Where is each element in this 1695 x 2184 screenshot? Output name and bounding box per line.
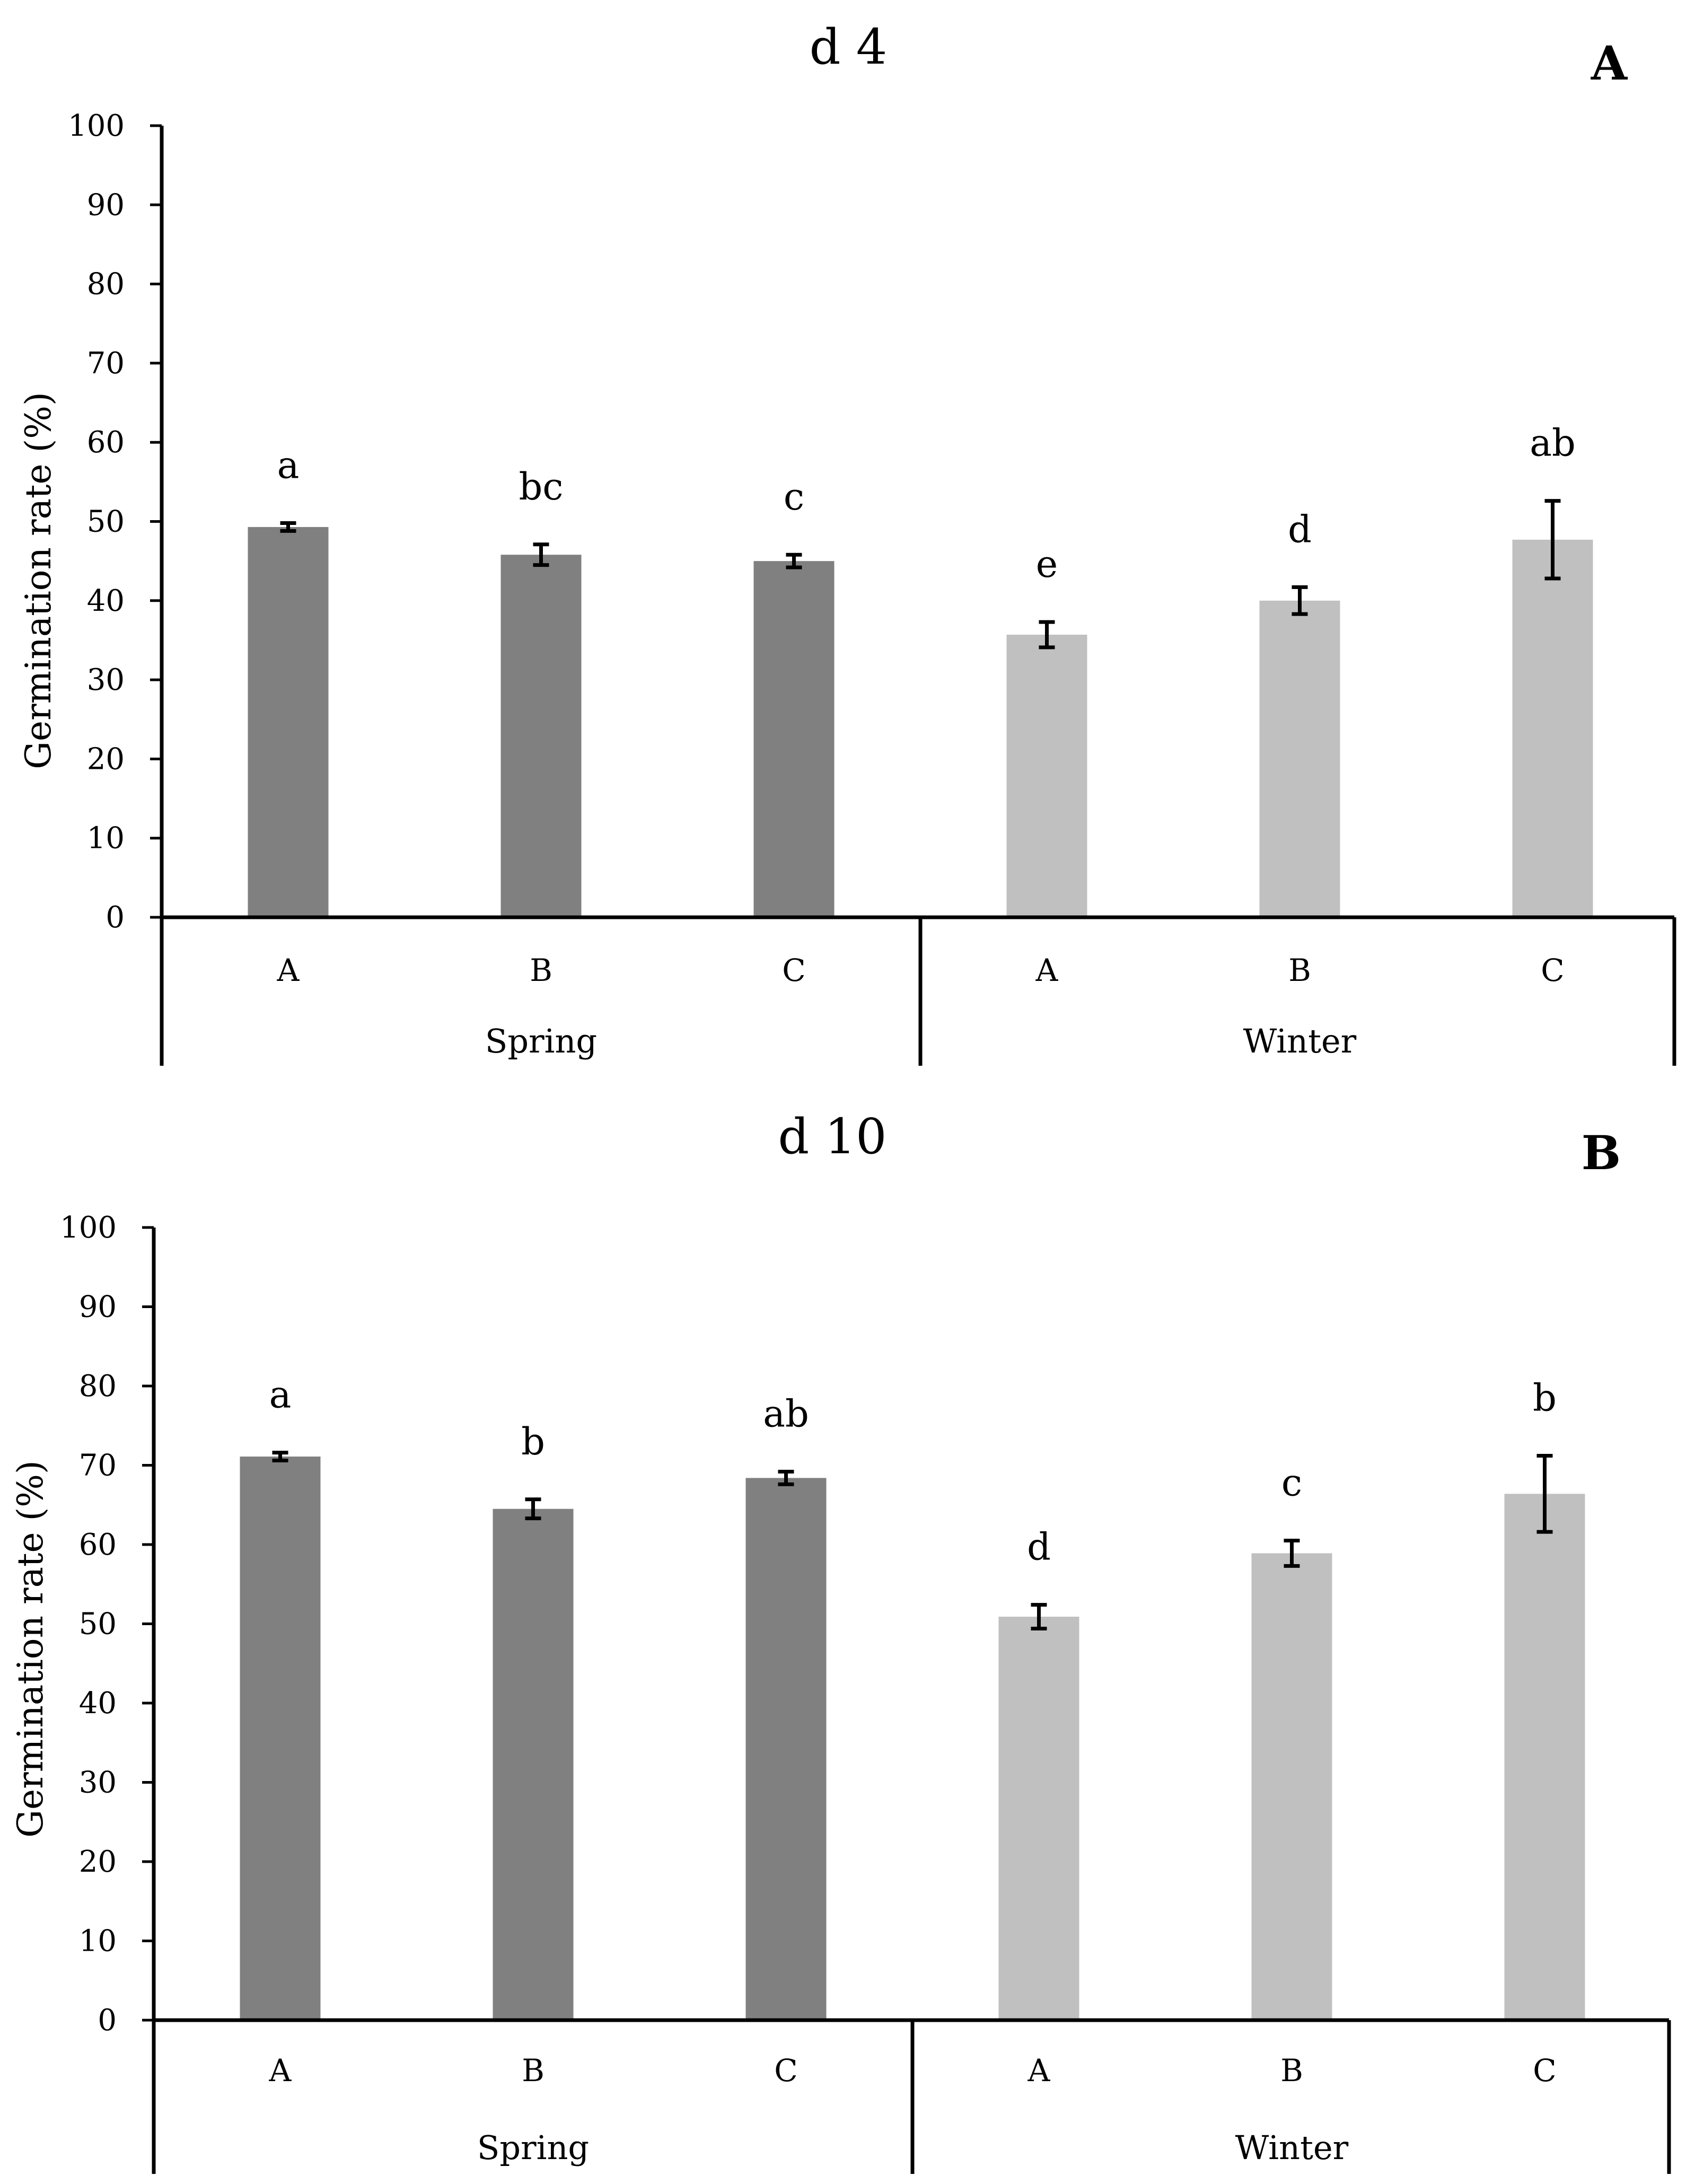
y-tick-label: 90 (87, 188, 125, 222)
y-tick-label: 20 (79, 1845, 117, 1879)
group-label: Spring (485, 1022, 597, 1060)
x-tick-label: A (1027, 2053, 1051, 2089)
y-tick-label: 0 (98, 2003, 117, 2038)
chart-svg-a: d 4 A Germination rate (%) 0 10 20 30 40 50 60… (18, 19, 1676, 1066)
panel-label: B (1582, 1125, 1621, 1180)
bar (248, 527, 329, 917)
bar (1512, 539, 1593, 917)
y-tick-label: 60 (87, 425, 125, 460)
significance-label: d (1288, 507, 1312, 551)
significance-label: b (1533, 1376, 1557, 1420)
plot-area: 0 10 20 30 40 50 60 70 80 90 100 a Ab Bab Cd Ac Bb C Sprin… (60, 1211, 1671, 2174)
y-axis-title: Germination rate (%) (18, 392, 59, 769)
bar (500, 555, 582, 917)
significance-label: ab (763, 1392, 809, 1435)
x-tick-label: B (530, 952, 552, 988)
y-tick-label: 10 (79, 1924, 117, 1959)
y-tick-label: 60 (79, 1528, 117, 1562)
significance-label: c (784, 475, 804, 519)
plot-area: 0 10 20 30 40 50 60 70 80 90 100 a Abc Bc Ce Ad Bab C Spri… (68, 109, 1676, 1066)
bar (493, 1508, 574, 2020)
chart-title: d 10 (778, 1108, 886, 1165)
bar (240, 1457, 321, 2020)
chart-title: d 4 (810, 19, 888, 75)
y-tick-label: 100 (68, 109, 125, 143)
y-tick-label: 40 (87, 584, 125, 618)
bar (1251, 1553, 1332, 2020)
y-tick-label: 90 (79, 1290, 117, 1325)
chart-svg-b: d 10 B Germination rate (%) 0 10 20 30 40 50 6… (10, 1108, 1671, 2174)
significance-label: d (1027, 1525, 1051, 1569)
x-tick-label: A (269, 2053, 292, 2089)
y-tick-label: 100 (60, 1211, 117, 1245)
bar (1259, 600, 1340, 917)
bar (745, 1478, 827, 2020)
x-tick-label: C (774, 2053, 797, 2089)
group-label: Winter (1235, 2128, 1349, 2167)
x-tick-label: B (1288, 952, 1311, 988)
significance-label: c (1281, 1461, 1302, 1505)
y-tick-label: 80 (87, 267, 125, 302)
y-tick-label: 40 (79, 1686, 117, 1721)
x-tick-label: A (277, 952, 300, 988)
x-tick-label: A (1035, 952, 1059, 988)
group-label: Winter (1243, 1022, 1357, 1060)
significance-label: a (277, 443, 300, 487)
y-tick-label: 10 (87, 821, 125, 856)
bar (998, 1617, 1079, 2020)
significance-label: a (269, 1373, 292, 1417)
x-tick-label: C (782, 952, 805, 988)
bar (753, 561, 835, 917)
y-axis-title: Germination rate (%) (10, 1460, 51, 1837)
significance-label: ab (1530, 422, 1576, 465)
y-tick-label: 50 (79, 1607, 117, 1642)
significance-label: e (1036, 542, 1058, 586)
x-tick-label: C (1541, 952, 1564, 988)
y-tick-label: 30 (87, 663, 125, 697)
y-tick-label: 70 (79, 1449, 117, 1483)
x-tick-label: B (1280, 2053, 1303, 2089)
y-tick-label: 0 (106, 900, 125, 935)
y-tick-label: 80 (79, 1369, 117, 1404)
significance-label: b (521, 1420, 545, 1463)
y-tick-label: 70 (87, 346, 125, 381)
y-tick-label: 30 (79, 1766, 117, 1800)
bar (1006, 634, 1087, 917)
chart-panel-a: d 4 A Germination rate (%) 0 10 20 30 40 50 60… (18, 19, 1676, 1066)
significance-label: bc (519, 465, 563, 508)
bar (1504, 1494, 1585, 2020)
group-label: Spring (477, 2128, 589, 2167)
x-tick-label: C (1533, 2053, 1556, 2089)
chart-panel-b: d 10 B Germination rate (%) 0 10 20 30 40 50 6… (0, 1092, 1695, 2184)
y-tick-label: 20 (87, 742, 125, 776)
x-tick-label: B (522, 2053, 544, 2089)
y-tick-label: 50 (87, 505, 125, 539)
panel-label: A (1591, 36, 1628, 91)
